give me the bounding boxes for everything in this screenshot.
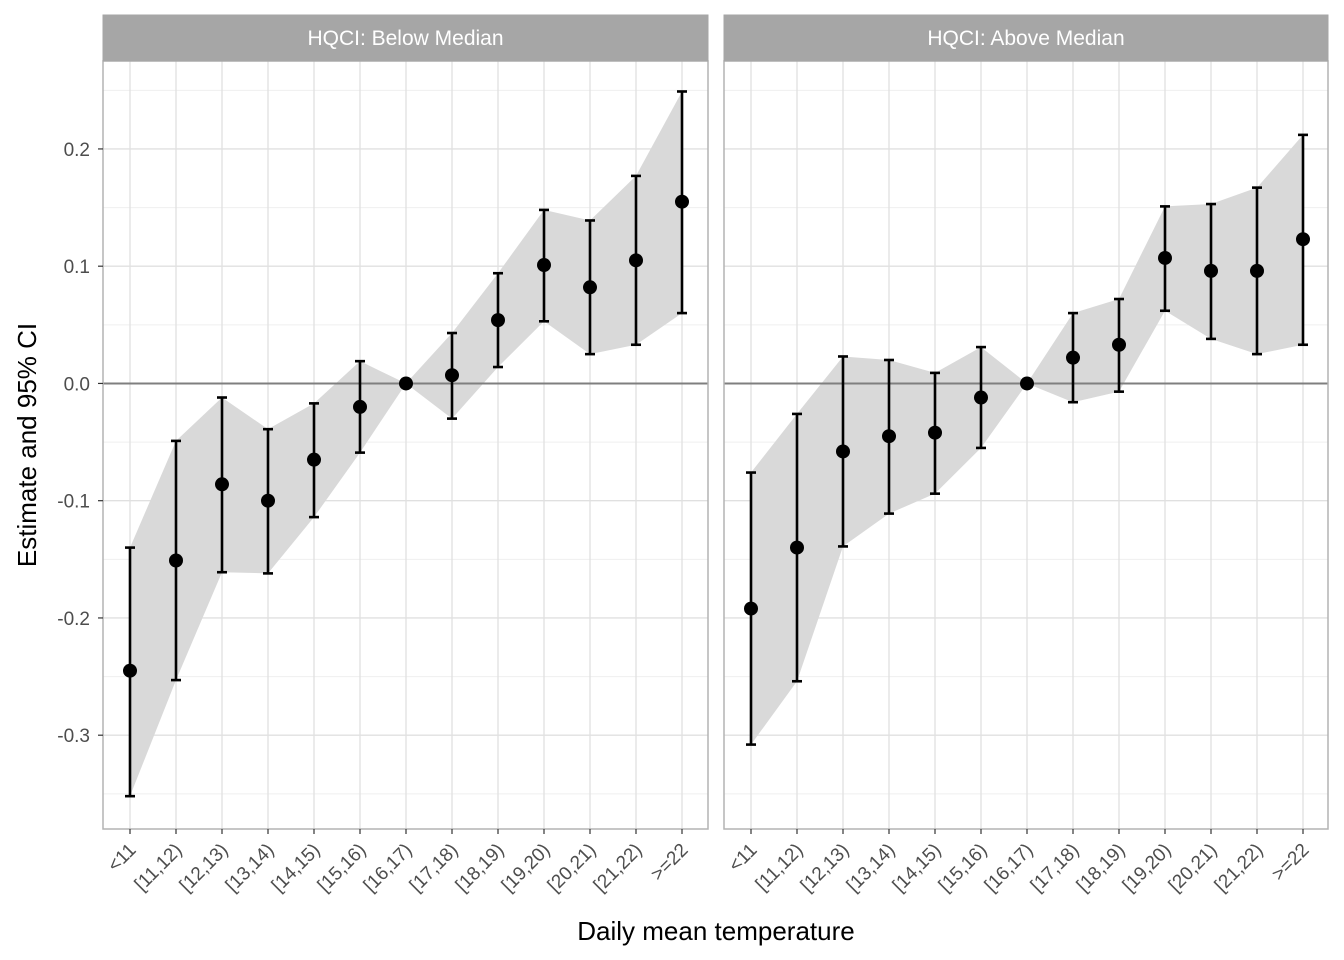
x-axis-title: Daily mean temperature	[577, 916, 854, 946]
x-tick-label: [15,16)	[314, 840, 371, 897]
estimate-point	[675, 194, 689, 209]
estimate-point	[215, 477, 229, 492]
estimate-point	[537, 258, 551, 273]
x-tick-label: [11,12)	[752, 840, 808, 896]
panel-1: HQCI: Below Median <11[11,12)[12,13)[13,1…	[102, 14, 709, 897]
x-tick-label: >=22	[1268, 840, 1313, 885]
estimate-point	[790, 540, 804, 555]
y-tick-label: -0.1	[57, 492, 90, 513]
x-tick-label: [18,19)	[1073, 840, 1130, 897]
x-tick-label: [14,15)	[889, 840, 946, 897]
x-tick-label: [16,17)	[981, 840, 1038, 897]
estimate-point	[1020, 376, 1034, 391]
x-tick-label: [20,21)	[544, 840, 601, 897]
facet-strip-label: HQCI: Below Median	[307, 27, 503, 50]
panel-2: HQCI: Above Median <11[11,12)[12,13)[13,1…	[723, 14, 1329, 897]
x-tick-label: <11	[725, 840, 762, 877]
y-tick-label: 0.1	[64, 257, 90, 278]
estimate-point	[629, 253, 643, 268]
estimate-point	[1296, 232, 1310, 247]
estimate-point	[1204, 263, 1218, 278]
estimate-point	[1250, 263, 1264, 278]
estimate-point	[974, 390, 988, 405]
panels-layer: HQCI: Below Median<11[11,12)[12,13)[13,1…	[102, 14, 1329, 897]
x-tick-label: [21,22)	[1211, 840, 1268, 897]
estimate-point	[882, 429, 896, 444]
estimate-point	[307, 452, 321, 467]
x-tick-label: [11,12)	[131, 840, 187, 896]
x-tick-label: [21,22)	[590, 840, 647, 897]
facet-strip	[723, 14, 1329, 62]
facet-strip	[102, 14, 709, 62]
x-tick-label: [13,14)	[222, 840, 279, 897]
x-tick-label: [12,13)	[797, 840, 854, 897]
estimate-point	[836, 444, 850, 459]
x-tick-label: [18,19)	[452, 840, 509, 897]
x-tick-label: [19,20)	[498, 840, 555, 897]
estimate-point	[399, 376, 413, 391]
estimate-point	[491, 313, 505, 328]
y-tick-label: -0.3	[57, 726, 90, 747]
estimate-point	[583, 280, 597, 295]
x-tick-label: [16,17)	[360, 840, 417, 897]
x-tick-label: [17,18)	[1027, 840, 1084, 897]
y-axis-title: Estimate and 95% CI	[12, 323, 42, 567]
x-tick-label: [15,16)	[935, 840, 992, 897]
estimate-point	[261, 493, 275, 508]
estimate-point	[1112, 337, 1126, 352]
x-tick-label: [19,20)	[1119, 840, 1176, 897]
x-tick-label: >=22	[647, 840, 692, 885]
x-tick-label: <11	[104, 840, 141, 877]
estimate-point	[123, 663, 137, 678]
estimate-point	[1158, 250, 1172, 265]
y-tick-label: 0.0	[64, 374, 90, 395]
estimate-point	[928, 425, 942, 440]
x-tick-label: [14,15)	[268, 840, 325, 897]
estimate-point	[744, 601, 758, 616]
estimate-point	[353, 399, 367, 414]
y-axis: -0.3 -0.2 -0.1 0.0 0.1 0.2	[57, 140, 103, 747]
y-tick-label: 0.2	[64, 140, 90, 161]
x-tick-label: [17,18)	[406, 840, 463, 897]
x-tick-label: [20,21)	[1165, 840, 1222, 897]
facet-strip-label: HQCI: Above Median	[927, 27, 1124, 50]
x-tick-label: [12,13)	[176, 840, 233, 897]
estimate-point	[445, 368, 459, 383]
x-tick-label: [13,14)	[843, 840, 900, 897]
estimate-point	[169, 553, 183, 568]
y-tick-label: -0.2	[57, 609, 90, 630]
estimate-point	[1066, 350, 1080, 365]
